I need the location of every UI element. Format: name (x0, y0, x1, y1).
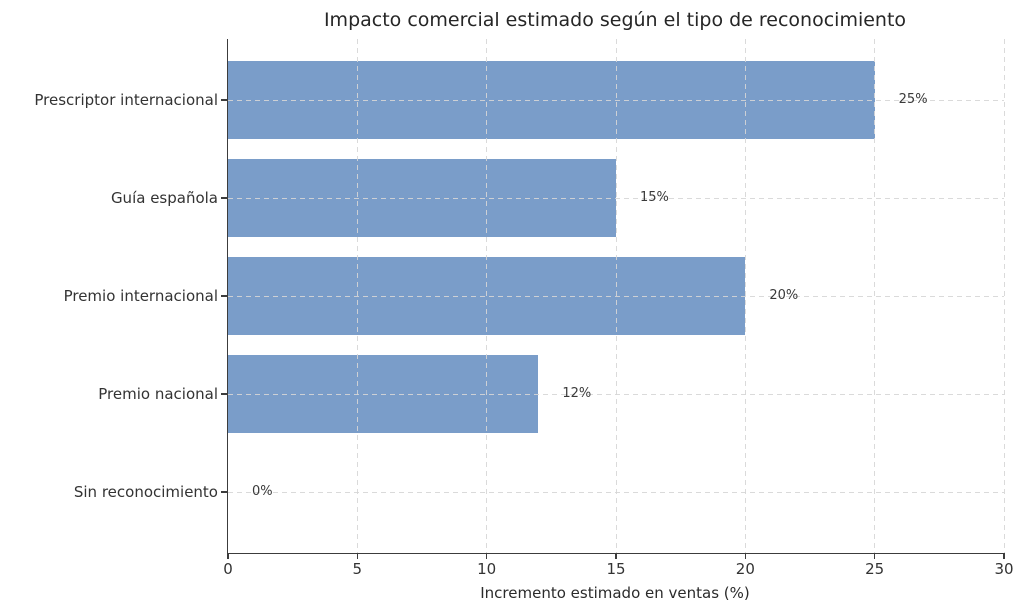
x-gridline (1003, 39, 1005, 553)
value-label: 12% (562, 386, 592, 401)
y-gridline (228, 197, 1004, 199)
y-tick-label: Prescriptor internacional (34, 91, 218, 109)
x-tick-mark (615, 553, 617, 559)
x-tick-mark (356, 553, 359, 559)
y-tick-label: Premio internacional (63, 287, 218, 305)
y-gridline (228, 393, 1004, 395)
x-tick-mark (485, 553, 488, 559)
x-tick-label: 0 (223, 560, 233, 578)
x-axis-label: Incremento estimado en ventas (%) (480, 584, 750, 602)
y-tick-mark (221, 393, 228, 395)
y-tick-label: Sin reconocimiento (73, 483, 218, 501)
plot-area: 25% 15% 20% 12% 0% Prescriptor internacional G… (34, 39, 1014, 578)
y-gridline (228, 491, 1004, 493)
y-tick-mark (221, 295, 228, 297)
x-tick-label: 15 (606, 560, 626, 578)
x-tick-mark (227, 553, 229, 559)
x-tick-mark (744, 553, 747, 559)
x-tick-mark (873, 553, 876, 559)
value-label: 20% (769, 288, 799, 303)
x-tick-label: 10 (477, 560, 497, 578)
x-tick-label: 5 (352, 560, 363, 578)
y-tick-label: Premio nacional (98, 385, 218, 403)
x-tick-mark (1003, 553, 1005, 559)
y-gridline (228, 99, 1004, 101)
x-tick-label: 20 (735, 560, 755, 578)
y-tick-label: Guía española (110, 189, 218, 207)
x-tick-label: 25 (865, 560, 885, 578)
value-label: 0% (252, 484, 273, 499)
y-gridline (228, 295, 1004, 297)
x-tick-label: 30 (994, 560, 1014, 578)
y-tick-mark (221, 99, 228, 101)
value-label: 15% (640, 190, 669, 205)
value-label: 25% (898, 92, 928, 107)
y-tick-mark (221, 491, 228, 493)
y-tick-mark (221, 197, 228, 199)
chart-title: Impacto comercial estimado según el tipo… (323, 9, 907, 31)
